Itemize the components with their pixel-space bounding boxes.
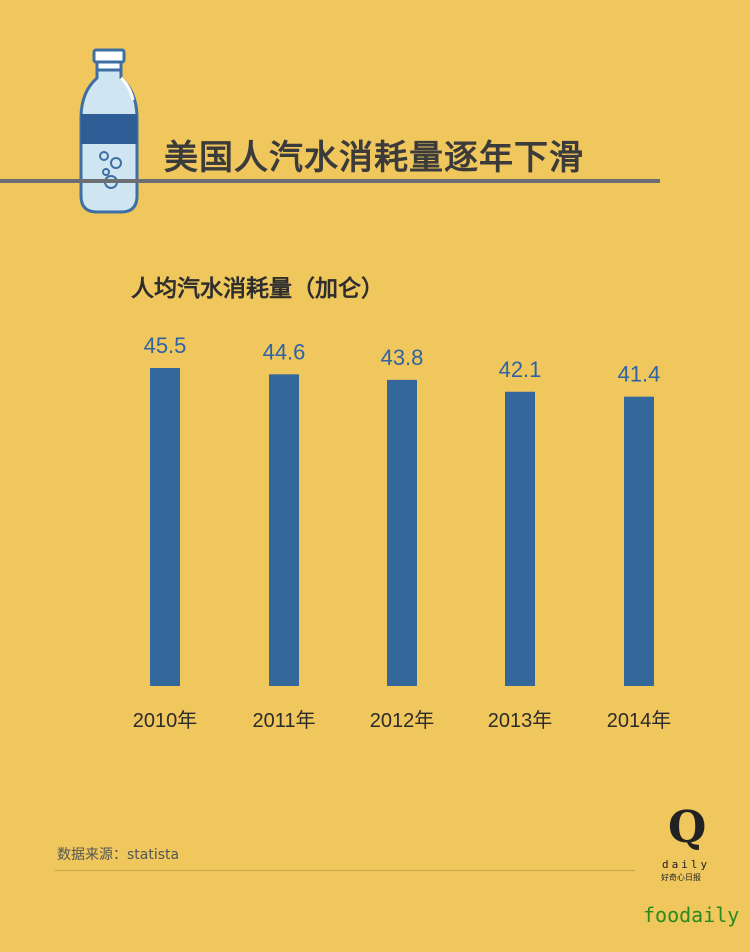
- category-label: 2011年: [252, 709, 315, 732]
- chart-subtitle: 人均汽水消耗量（加仑）: [131, 276, 384, 302]
- value-label: 43.8: [381, 345, 424, 370]
- value-label: 42.1: [499, 357, 542, 382]
- qdaily-logo-letter: Q: [668, 802, 707, 853]
- bar-2014年: [624, 396, 654, 686]
- category-label: 2014年: [607, 709, 672, 732]
- page-title: 美国人汽水消耗量逐年下滑: [164, 138, 584, 178]
- footer-rule: [55, 870, 635, 871]
- qdaily-logo-word: daily: [662, 858, 711, 871]
- category-label: 2013年: [488, 709, 553, 732]
- bar-chart: 45.5 2010年 44.6 2011年 43.8 2012年 42.1 2013年 41.4…: [133, 333, 672, 732]
- category-label: 2010年: [133, 709, 198, 732]
- qdaily-logo-cn: 好奇心日报: [661, 873, 701, 882]
- data-source: 数据来源：statista: [57, 847, 180, 863]
- value-label: 44.6: [263, 339, 306, 364]
- soda-bottle-icon: [79, 48, 139, 214]
- bar-2013年: [505, 391, 535, 686]
- bar-2010年: [150, 368, 180, 686]
- bar-2012年: [387, 379, 417, 686]
- value-label: 45.5: [144, 333, 187, 358]
- value-label: 41.4: [618, 362, 661, 387]
- watermark: foodaily: [643, 903, 740, 927]
- title-rule: [0, 179, 660, 183]
- category-label: 2012年: [370, 709, 435, 732]
- bar-2011年: [269, 374, 299, 686]
